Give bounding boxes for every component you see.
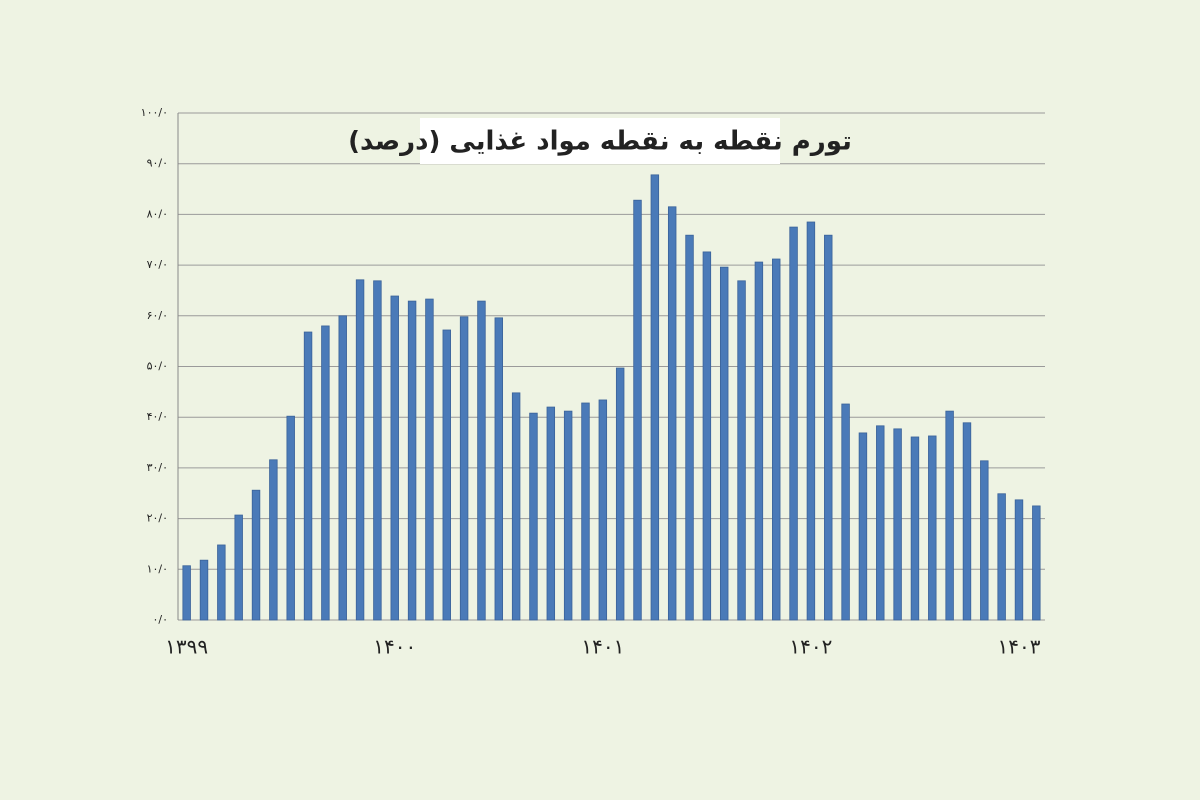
bar bbox=[373, 280, 382, 621]
y-tick-label: ۲۰/۰ bbox=[147, 512, 168, 525]
y-tick-label: ۷۰/۰ bbox=[147, 258, 168, 271]
bar bbox=[1014, 499, 1024, 621]
bar bbox=[1032, 505, 1041, 621]
bar bbox=[893, 428, 902, 621]
bar bbox=[789, 226, 798, 621]
bar bbox=[962, 422, 972, 621]
bar bbox=[494, 317, 504, 621]
bar bbox=[546, 406, 556, 621]
bar bbox=[321, 325, 330, 621]
bar bbox=[303, 331, 313, 621]
bar bbox=[269, 459, 278, 621]
bar bbox=[251, 489, 261, 621]
bar bbox=[685, 234, 694, 621]
bar bbox=[355, 279, 365, 621]
y-tick-label: ۱۰۰/۰ bbox=[141, 106, 168, 119]
bar bbox=[563, 410, 573, 621]
x-tick-label: ۱۳۹۹ bbox=[165, 635, 208, 659]
bar bbox=[806, 221, 816, 621]
bar bbox=[910, 436, 920, 621]
bar bbox=[824, 234, 833, 621]
bar bbox=[858, 432, 868, 621]
title-box bbox=[420, 118, 780, 164]
bar bbox=[529, 412, 538, 621]
bar bbox=[876, 425, 885, 621]
y-tick-label: ۸۰/۰ bbox=[147, 207, 168, 220]
y-tick-label: ۱۰/۰ bbox=[147, 562, 168, 575]
x-tick-label: ۱۴۰۱ bbox=[581, 635, 624, 659]
bar bbox=[772, 258, 781, 621]
bar bbox=[945, 410, 954, 621]
y-tick-label: ۰/۰ bbox=[152, 613, 168, 626]
x-tick-label: ۱۴۰۰ bbox=[373, 635, 416, 659]
bar bbox=[615, 367, 625, 621]
bar bbox=[477, 300, 486, 621]
y-tick-label: ۶۰/۰ bbox=[147, 309, 168, 322]
bar bbox=[407, 300, 417, 621]
bar bbox=[182, 565, 191, 621]
bar bbox=[581, 402, 590, 621]
y-tick-label: ۴۰/۰ bbox=[147, 410, 168, 423]
bar bbox=[650, 174, 660, 621]
bar bbox=[702, 251, 712, 621]
y-tick-label: ۳۰/۰ bbox=[147, 461, 168, 474]
bar bbox=[633, 199, 642, 621]
y-tick-label: ۹۰/۰ bbox=[147, 157, 168, 170]
bar bbox=[199, 559, 209, 621]
bar bbox=[234, 514, 243, 621]
bar bbox=[442, 329, 451, 621]
bar bbox=[598, 399, 608, 621]
bar bbox=[667, 206, 677, 621]
bar bbox=[390, 295, 399, 621]
bar bbox=[980, 460, 989, 621]
bar bbox=[719, 266, 729, 621]
x-tick-label: ۱۴۰۲ bbox=[789, 635, 832, 659]
bar bbox=[459, 316, 469, 621]
bar bbox=[425, 298, 434, 621]
bar bbox=[997, 493, 1006, 621]
plot-area: ۰/۰ ۱۰/۰ ۲۰/۰ ۳۰/۰ ۴۰/۰ ۵۰/۰ ۶۰/۰ ۷۰/۰ ۸۰/۰ ۹۰/۰ ۱… bbox=[141, 106, 1045, 659]
bar bbox=[841, 403, 850, 621]
bar bbox=[338, 315, 347, 621]
bar bbox=[286, 415, 295, 621]
bar bbox=[737, 280, 746, 621]
y-tick-label: ۵۰/۰ bbox=[147, 360, 168, 373]
x-tick-label: ۱۴۰۳ bbox=[998, 635, 1041, 659]
bar bbox=[754, 261, 764, 621]
bar bbox=[217, 544, 226, 621]
bar bbox=[928, 435, 937, 621]
bar bbox=[511, 392, 521, 621]
chart-title: تورم نقطه به نقطه مواد غذایی (درصد) bbox=[348, 127, 852, 157]
